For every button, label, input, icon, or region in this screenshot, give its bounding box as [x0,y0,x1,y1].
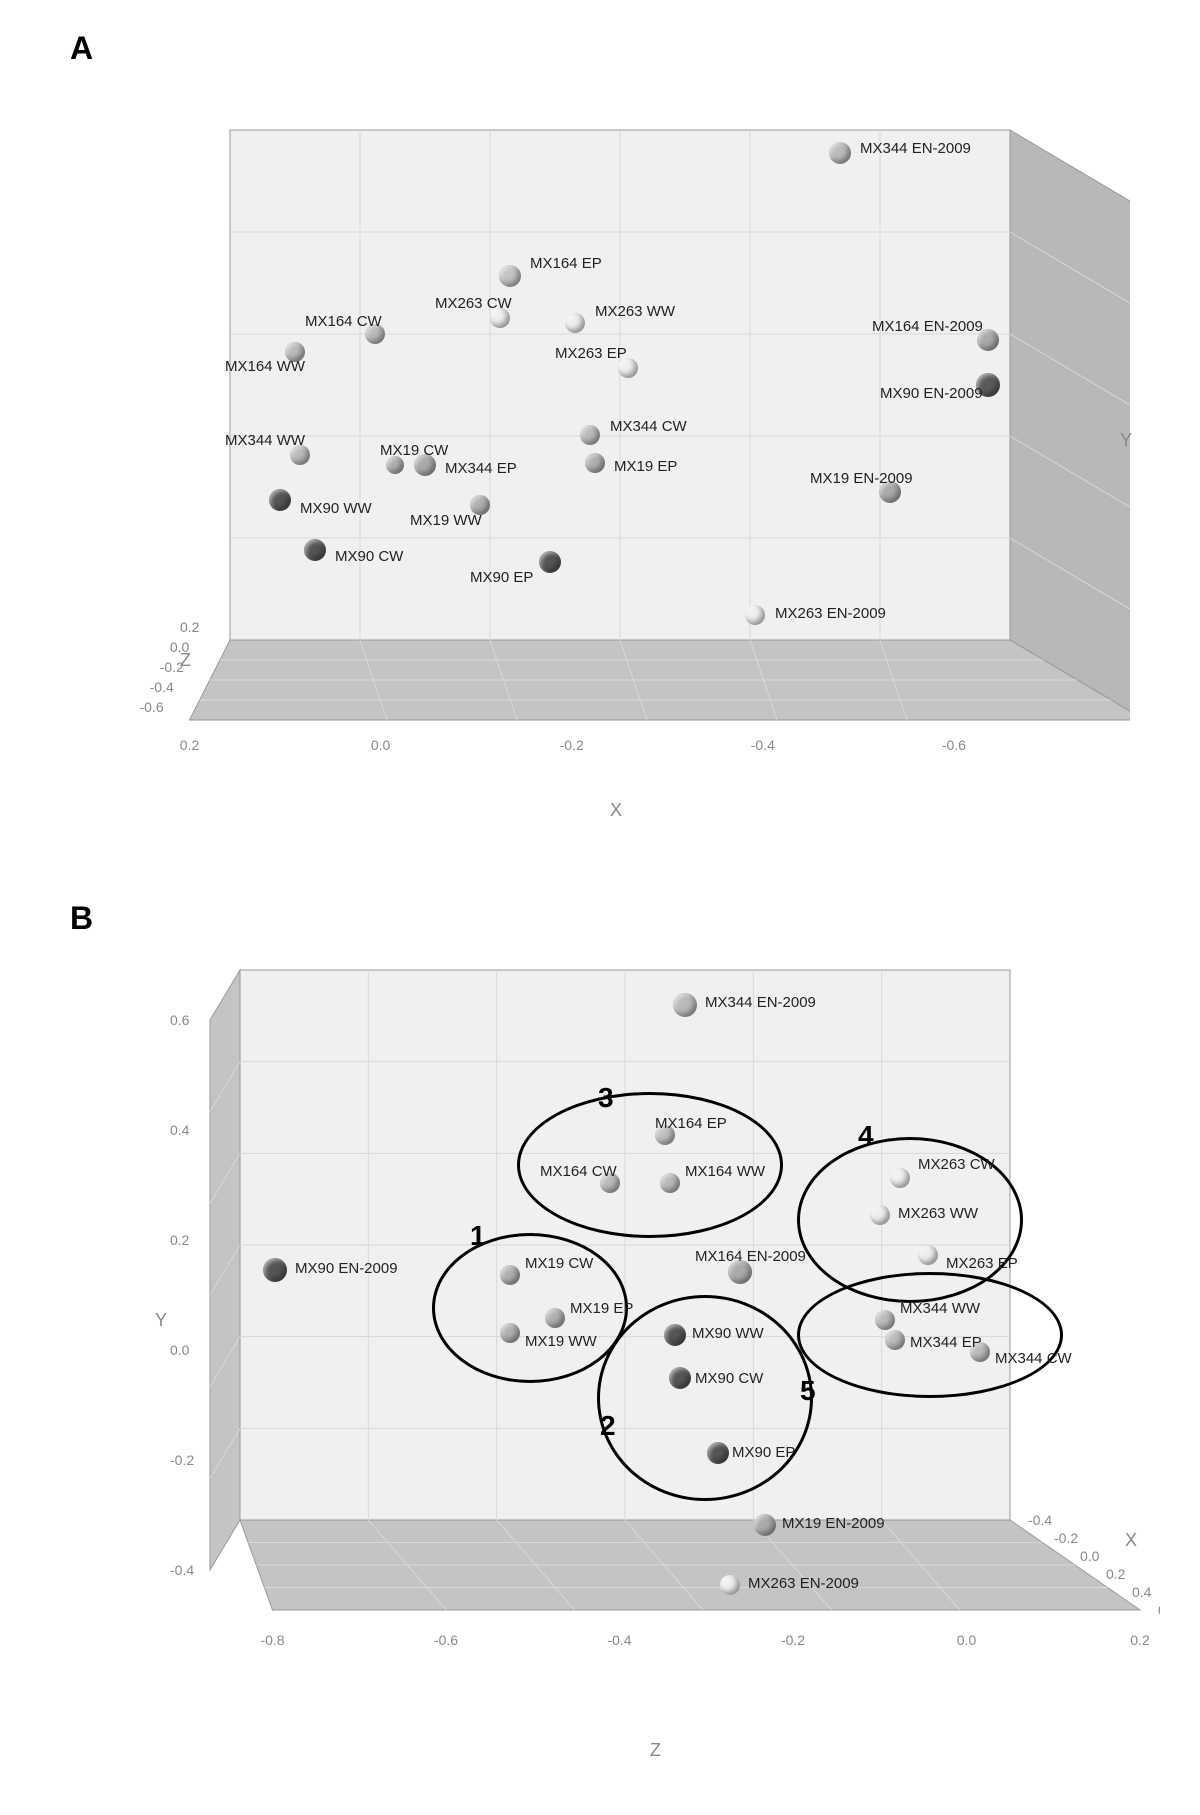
svg-text:0.0: 0.0 [1080,1548,1100,1564]
axis-B-x: X [1125,1530,1137,1551]
panel-A-label: A [70,30,93,67]
svg-text:0.6: 0.6 [1158,1602,1160,1618]
axis-A-z: Z [180,650,191,671]
point-A-19 [745,605,765,625]
panel-B-label: B [70,900,93,937]
svg-text:-0.8: -0.8 [260,1632,284,1648]
svg-text:0.6: 0.6 [170,1012,190,1028]
point-A-12 [585,453,605,473]
svg-text:0.2: 0.2 [1106,1566,1126,1582]
svg-text:-0.4: -0.4 [607,1632,631,1648]
point-label-A-12: MX19 EP [614,458,677,475]
axis-A-x: X [610,800,622,821]
panel-A: A 0.20.0-0.2-0.4-0.6-0.8-0.40.00.20.40.6… [50,20,1150,870]
point-label-A-14: MX19 WW [410,512,482,529]
svg-text:0.4: 0.4 [1132,1584,1152,1600]
cluster-num-4: 4 [858,1120,874,1152]
plot-A: 0.20.0-0.2-0.4-0.6-0.8-0.40.00.20.40.6-0… [130,60,1130,840]
axis-A-y: Y [1120,430,1132,451]
point-label-A-5: MX164 WW [225,358,305,375]
point-label-B-7: MX90 EN-2009 [295,1260,398,1277]
cluster-num-3: 3 [598,1082,614,1114]
point-label-A-0: MX344 EN-2009 [860,140,971,157]
point-label-B-16: MX90 CW [695,1370,763,1387]
point-A-18 [539,551,561,573]
point-label-B-2: MX164 CW [540,1163,617,1180]
point-label-B-12: MX90 WW [692,1325,764,1342]
point-label-B-14: MX344 EP [910,1334,982,1351]
point-label-A-2: MX263 CW [435,295,512,312]
svg-text:-0.4: -0.4 [751,737,775,753]
cube-A: 0.20.0-0.2-0.4-0.6-0.8-0.40.00.20.40.6-0… [130,60,1130,840]
point-A-0 [829,142,851,164]
svg-text:0.0: 0.0 [957,1632,977,1648]
point-label-B-19: MX263 EN-2009 [748,1575,859,1592]
svg-text:-0.4: -0.4 [170,1562,194,1578]
svg-text:-0.2: -0.2 [1054,1530,1078,1546]
svg-text:-0.4: -0.4 [1028,1512,1052,1528]
point-B-0 [673,993,697,1017]
cluster-num-5: 5 [800,1375,816,1407]
svg-text:0.4: 0.4 [170,1122,190,1138]
point-label-B-10: MX19 EP [570,1300,633,1317]
svg-text:-0.6: -0.6 [140,699,164,715]
point-label-A-15: MX19 CW [380,442,448,459]
point-label-B-5: MX263 WW [898,1205,978,1222]
point-label-A-10: MX344 WW [225,432,305,449]
point-B-19 [720,1575,740,1595]
point-A-9 [580,425,600,445]
point-label-A-8: MX90 EN-2009 [880,385,983,402]
point-label-A-7: MX164 EN-2009 [872,318,983,335]
point-label-B-13: MX344 WW [900,1300,980,1317]
svg-text:-0.2: -0.2 [170,1452,194,1468]
svg-text:0.2: 0.2 [1130,1632,1150,1648]
point-label-B-0: MX344 EN-2009 [705,994,816,1011]
point-label-B-1: MX164 EP [655,1115,727,1132]
point-label-B-6: MX263 EP [946,1255,1018,1272]
point-label-A-19: MX263 EN-2009 [775,605,886,622]
point-label-A-17: MX90 CW [335,548,403,565]
point-B-18 [754,1514,776,1536]
svg-text:0.0: 0.0 [170,1342,190,1358]
point-label-A-9: MX344 CW [610,418,687,435]
point-label-A-13: MX90 WW [300,500,372,517]
point-A-1 [499,265,521,287]
point-label-A-16: MX19 EN-2009 [810,470,913,487]
point-label-B-11: MX19 WW [525,1333,597,1350]
svg-text:-0.6: -0.6 [942,737,966,753]
panel-B: B -0.8-0.6-0.4-0.20.00.2-0.4-0.20.00.20.… [50,890,1150,1790]
svg-text:0.2: 0.2 [180,619,200,635]
cluster-num-1: 1 [470,1220,486,1252]
plot-B: -0.8-0.6-0.4-0.20.00.2-0.4-0.20.00.20.40… [110,920,1160,1770]
point-label-B-9: MX19 CW [525,1255,593,1272]
point-label-B-3: MX164 WW [685,1163,765,1180]
point-label-B-4: MX263 CW [918,1156,995,1173]
svg-text:-0.6: -0.6 [434,1632,458,1648]
cluster-num-2: 2 [600,1410,616,1442]
point-label-A-1: MX164 EP [530,255,602,272]
svg-text:0.0: 0.0 [371,737,391,753]
point-B-7 [263,1258,287,1282]
point-label-A-6: MX263 EP [555,345,627,362]
point-A-3 [565,313,585,333]
point-label-B-15: MX344 CW [995,1350,1072,1367]
axis-B-y: Y [155,1310,167,1331]
svg-text:0.2: 0.2 [180,737,200,753]
svg-text:-0.2: -0.2 [781,1632,805,1648]
point-label-B-8: MX164 EN-2009 [695,1248,806,1265]
point-label-B-18: MX19 EN-2009 [782,1515,885,1532]
svg-text:-0.4: -0.4 [150,679,174,695]
svg-text:0.2: 0.2 [170,1232,190,1248]
point-A-13 [269,489,291,511]
point-label-A-18: MX90 EP [470,569,533,586]
point-A-17 [304,539,326,561]
point-label-B-17: MX90 EP [732,1444,795,1461]
svg-text:-0.2: -0.2 [560,737,584,753]
point-label-A-4: MX164 CW [305,313,382,330]
point-label-A-11: MX344 EP [445,460,517,477]
point-label-A-3: MX263 WW [595,303,675,320]
axis-B-z: Z [650,1740,661,1761]
